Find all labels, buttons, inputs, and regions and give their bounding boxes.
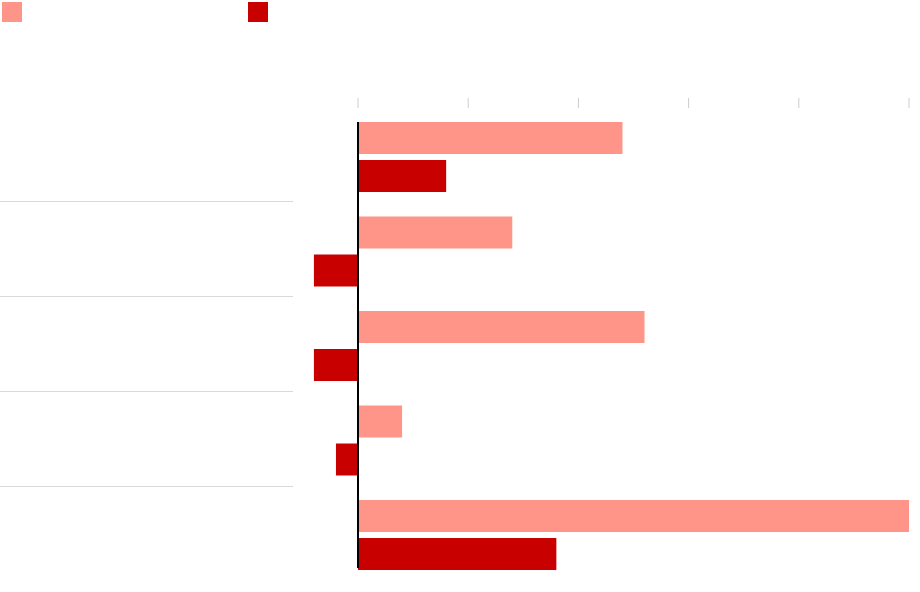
- bar: [358, 122, 623, 154]
- row-separators: [0, 201, 293, 487]
- bar: [358, 311, 645, 343]
- legend-swatch: [2, 2, 22, 22]
- bar: [313, 254, 358, 287]
- legend-swatch: [248, 2, 268, 22]
- bar: [358, 216, 513, 249]
- bar: [335, 443, 358, 476]
- bar: [313, 349, 358, 381]
- bar: [358, 405, 403, 438]
- bar: [358, 500, 909, 532]
- bar: [358, 538, 557, 570]
- bar: [358, 160, 447, 192]
